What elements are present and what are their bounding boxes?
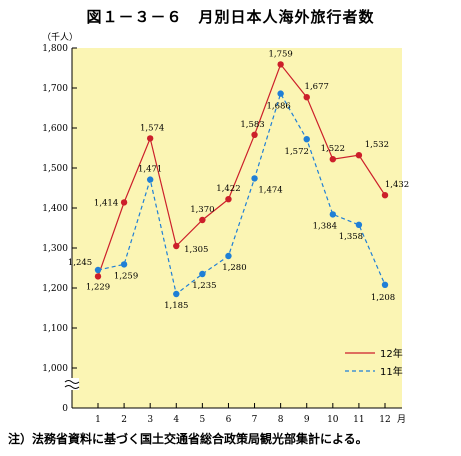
- data-label: 1,208: [371, 293, 395, 303]
- x-tick-label: 10: [327, 415, 339, 425]
- x-tick-label: 12: [379, 415, 390, 425]
- data-label: 1,245: [68, 258, 92, 268]
- y-tick-label: 1,400: [42, 204, 68, 214]
- data-point: [173, 242, 180, 250]
- data-label: 1,574: [140, 123, 164, 133]
- data-labels: 1,229 1,414 1,574 1,305 1,370 1,422 1,583 1,759…: [68, 49, 409, 311]
- data-label: 1,474: [258, 185, 282, 195]
- series-line: [97, 63, 386, 277]
- series-line: [97, 92, 386, 296]
- y-tick-label: 1,100: [42, 324, 68, 334]
- data-point: [146, 135, 154, 142]
- data-point: [94, 273, 102, 280]
- x-tick-label: 4: [173, 415, 179, 425]
- data-label: 1,305: [184, 245, 208, 255]
- data-label: 1,686: [266, 102, 290, 112]
- series-previous-year: [94, 90, 389, 298]
- data-label: 1,414: [94, 198, 118, 208]
- x-tick-label: 5: [199, 415, 205, 425]
- axis-break-wave-bottom: [64, 385, 80, 389]
- data-point: [277, 61, 284, 68]
- series-layer: [94, 61, 389, 298]
- x-tick-label: 11: [353, 415, 364, 425]
- axes: （千人）: [42, 32, 402, 409]
- data-point: [355, 152, 363, 159]
- data-label: 1,235: [192, 281, 216, 291]
- data-point: [277, 90, 284, 97]
- y-axis-unit-label: （千人）: [42, 32, 78, 43]
- data-label: 1,280: [222, 263, 246, 273]
- x-axis-ticks: 1 2 3 4 5 6 7 8 9 10 11 12 月: [95, 403, 406, 425]
- x-tick-label: 3: [147, 415, 153, 425]
- data-label: 1,259: [114, 271, 138, 281]
- data-label: 1,471: [138, 165, 162, 175]
- data-point: [303, 136, 310, 143]
- data-point: [120, 261, 128, 268]
- data-point: [199, 270, 206, 278]
- legend-label: 11年: [380, 365, 403, 378]
- axis-break-wave-top: [64, 380, 80, 384]
- y-tick-label-zero: 0: [62, 404, 68, 414]
- data-point: [355, 221, 363, 228]
- y-tick-label: 1,500: [42, 164, 68, 174]
- data-label: 1,229: [86, 282, 110, 292]
- chart-title: 図１－３－６ 月別日本人海外旅行者数: [86, 8, 375, 26]
- data-label: 1,759: [268, 49, 292, 59]
- x-tick-label: 1: [95, 415, 101, 425]
- x-tick-label: 9: [304, 415, 310, 425]
- data-label: 1,358: [339, 232, 363, 242]
- data-label: 1,432: [385, 180, 409, 190]
- data-point: [251, 131, 258, 138]
- x-tick-label: 2: [121, 415, 127, 425]
- series-current-year: [94, 61, 389, 280]
- data-label: 1,370: [190, 205, 214, 215]
- y-tick-label: 1,600: [42, 124, 68, 134]
- data-point: [173, 290, 180, 298]
- y-tick-label: 1,200: [42, 284, 68, 294]
- footnote: 注）法務省資料に基づく国土交通省総合政策局観光部集計による。: [8, 432, 368, 446]
- data-point: [251, 175, 258, 182]
- data-point: [94, 266, 102, 274]
- data-label: 1,572: [285, 147, 309, 157]
- data-label: 1,185: [164, 301, 188, 311]
- data-point: [381, 192, 389, 199]
- legend-label: 12年: [380, 347, 403, 360]
- data-point: [329, 156, 337, 163]
- data-label: 1,522: [321, 144, 345, 154]
- data-point: [225, 196, 232, 203]
- y-tick-label: 1,000: [42, 364, 68, 374]
- data-point: [381, 281, 389, 288]
- data-label: 1,384: [313, 221, 337, 231]
- data-point: [120, 199, 128, 206]
- y-tick-label: 1,300: [42, 244, 68, 254]
- data-label: 1,677: [305, 82, 329, 92]
- x-tick-label: 7: [252, 415, 258, 425]
- x-tick-label: 6: [226, 415, 232, 425]
- data-label: 1,532: [365, 140, 389, 150]
- y-tick-label: 1,800: [42, 44, 68, 54]
- x-tick-label: 8: [278, 415, 284, 425]
- data-point: [199, 216, 206, 224]
- data-label: 1,583: [240, 120, 264, 130]
- data-point: [303, 94, 310, 101]
- data-point: [225, 252, 232, 260]
- data-label: 1,422: [216, 184, 240, 194]
- data-point: [146, 176, 154, 183]
- axis-break-marker: [64, 378, 80, 390]
- data-point: [329, 211, 337, 218]
- x-axis-unit-label: 月: [397, 414, 406, 425]
- y-axis-ticks: 1,000 1,100 1,200 1,300 1,400 1,500 1,600 1,700…: [42, 44, 77, 414]
- plot-background: [72, 48, 402, 408]
- y-tick-label: 1,700: [42, 84, 68, 94]
